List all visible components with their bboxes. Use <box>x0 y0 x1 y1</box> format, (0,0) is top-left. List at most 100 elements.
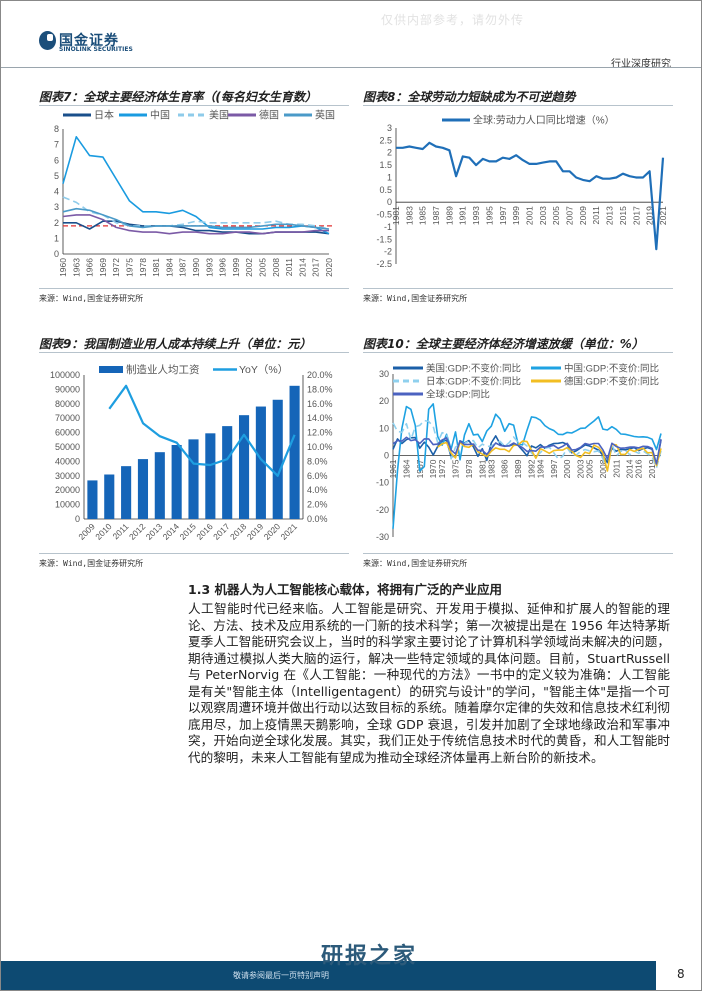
x-tick-label: 1981 <box>391 206 401 225</box>
divider <box>363 105 673 106</box>
y-tick-label: 3 <box>387 123 392 133</box>
y-tick-label: 30 <box>379 369 389 379</box>
x-tick-label: 2013 <box>144 521 165 542</box>
x-tick-label: 1978 <box>138 258 148 277</box>
x-tick-label: 2010 <box>93 521 114 542</box>
left-tick-label: 0 <box>75 514 80 524</box>
x-tick-label: 2000 <box>562 459 572 478</box>
x-tick-label: 2002 <box>244 258 254 277</box>
chart8-labor-growth: -2.5 -2 -1.5 -1 -0.5 0 0.5 1 1.5 2 2.5 3 1981 1983 198… <box>376 114 668 270</box>
x-tick-label: 1999 <box>231 258 241 277</box>
x-tick-label: 2017 <box>631 206 641 225</box>
y-tick-label: -1.5 <box>376 234 392 244</box>
header-divider <box>1 67 701 68</box>
legend-label: 日本:GDP:不变价:同比 <box>426 376 521 388</box>
legend-label: 中国 <box>150 109 170 122</box>
x-tick-label: 2003 <box>538 206 548 225</box>
logo-text: 国金证券 <box>59 33 119 49</box>
series-line <box>62 136 330 235</box>
x-tick-label: 1983 <box>404 206 414 225</box>
series-line <box>392 403 662 529</box>
y-tick-label: 0.5 <box>379 185 392 195</box>
x-tick-label: 1984 <box>164 258 174 277</box>
x-tick-label: 2009 <box>578 206 588 225</box>
chart9-title: 图表9：我国制造业用人成本持续上升（单位：元） <box>39 337 312 351</box>
legend-label: 美国:GDP:不变价:同比 <box>426 363 521 375</box>
bar <box>104 474 115 519</box>
legend-label: 全球:劳动力人口同比增速（%） <box>473 114 615 127</box>
left-tick-label: 20000 <box>55 485 80 495</box>
left-tick-label: 40000 <box>55 456 80 466</box>
bar <box>222 426 233 519</box>
x-tick-label: 1996 <box>218 258 228 277</box>
divider <box>363 352 673 353</box>
legend-label: 日本 <box>94 109 114 122</box>
left-tick-label: 100000 <box>50 370 80 380</box>
y-tick-label: 2 <box>387 148 392 158</box>
y-tick-label: 10 <box>379 423 389 433</box>
x-tick-label: 1975 <box>125 258 135 277</box>
right-tick-label: 6.0% <box>307 471 328 481</box>
y-tick-label: -1 <box>384 222 392 232</box>
bar <box>255 406 266 519</box>
series-line <box>62 214 329 235</box>
x-tick-label: 2014 <box>161 521 182 542</box>
series-line <box>62 207 330 230</box>
x-tick-label: 2021 <box>658 206 668 225</box>
series-line <box>396 141 665 251</box>
x-tick-label: 2013 <box>605 206 615 225</box>
x-tick-label: 2011 <box>284 258 294 277</box>
x-tick-label: 1989 <box>513 459 523 478</box>
x-tick-label: 2011 <box>611 459 621 478</box>
series-line <box>392 419 662 471</box>
y-tick-label: 1 <box>387 172 392 182</box>
legend-label: 全球:GDP:同比 <box>426 389 490 401</box>
footer-brand-watermark: 研报之家 <box>321 944 418 969</box>
y-tick-label: 4 <box>54 187 59 197</box>
x-tick-label: 1987 <box>431 206 441 225</box>
left-tick-label: 80000 <box>55 399 80 409</box>
y-tick-label: 0 <box>384 451 389 461</box>
legend-label: 美国 <box>209 109 229 122</box>
chart8-source: 来源：Wind,国金证券研究所 <box>363 294 468 303</box>
chart9-manufacturing-wage: 0 10000 20000 30000 40000 50000 60000 70000 8000… <box>50 363 333 542</box>
x-tick-label: 1983 <box>486 459 496 478</box>
x-tick-label: 2018 <box>228 521 249 542</box>
x-tick-label: 1989 <box>444 206 454 225</box>
x-tick-label: 2016 <box>634 459 644 478</box>
legend-label: 德国:GDP:不变价:同比 <box>564 376 659 388</box>
x-tick-label: 1966 <box>85 258 95 277</box>
y-tick-label: -20 <box>376 505 389 515</box>
right-tick-label: 0.0% <box>307 514 328 524</box>
x-tick-label: 2019 <box>245 521 266 542</box>
right-tick-label: 4.0% <box>307 485 328 495</box>
x-tick-label: 2005 <box>585 459 595 478</box>
x-tick-label: 2003 <box>576 459 586 478</box>
right-tick-label: 20.0% <box>307 370 333 380</box>
x-tick-label: 1992 <box>526 459 536 478</box>
chart10-source: 来源：Wind,国金证券研究所 <box>363 559 468 568</box>
footer-bar <box>1 961 656 990</box>
x-tick-label: 2017 <box>211 521 232 542</box>
divider <box>39 105 349 106</box>
x-tick-label: 1991 <box>458 206 468 225</box>
legend-label: 中国:GDP:不变价:同比 <box>564 363 659 375</box>
y-tick-label: -2.5 <box>376 259 392 269</box>
divider <box>39 352 349 353</box>
page-number: 8 <box>677 967 685 981</box>
right-tick-label: 14.0% <box>307 413 333 423</box>
y-tick-label: -10 <box>376 478 389 488</box>
x-tick-label: 2014 <box>297 258 307 277</box>
chart7-source: 来源：Wind,国金证券研究所 <box>39 294 144 303</box>
chart8-title: 图表8：全球劳动力短缺成为不可逆趋势 <box>363 90 576 104</box>
x-tick-label: 2005 <box>551 206 561 225</box>
left-tick-label: 70000 <box>55 413 80 423</box>
x-tick-label: 2001 <box>525 206 535 225</box>
section-heading: 1.3 机器人为人工智能核心载体，将拥有广泛的产业应用 <box>188 582 502 597</box>
left-tick-label: 30000 <box>55 471 80 481</box>
legend-swatch <box>99 366 123 373</box>
legend-label: 制造业人均工资 <box>126 363 200 376</box>
bar <box>188 439 199 519</box>
